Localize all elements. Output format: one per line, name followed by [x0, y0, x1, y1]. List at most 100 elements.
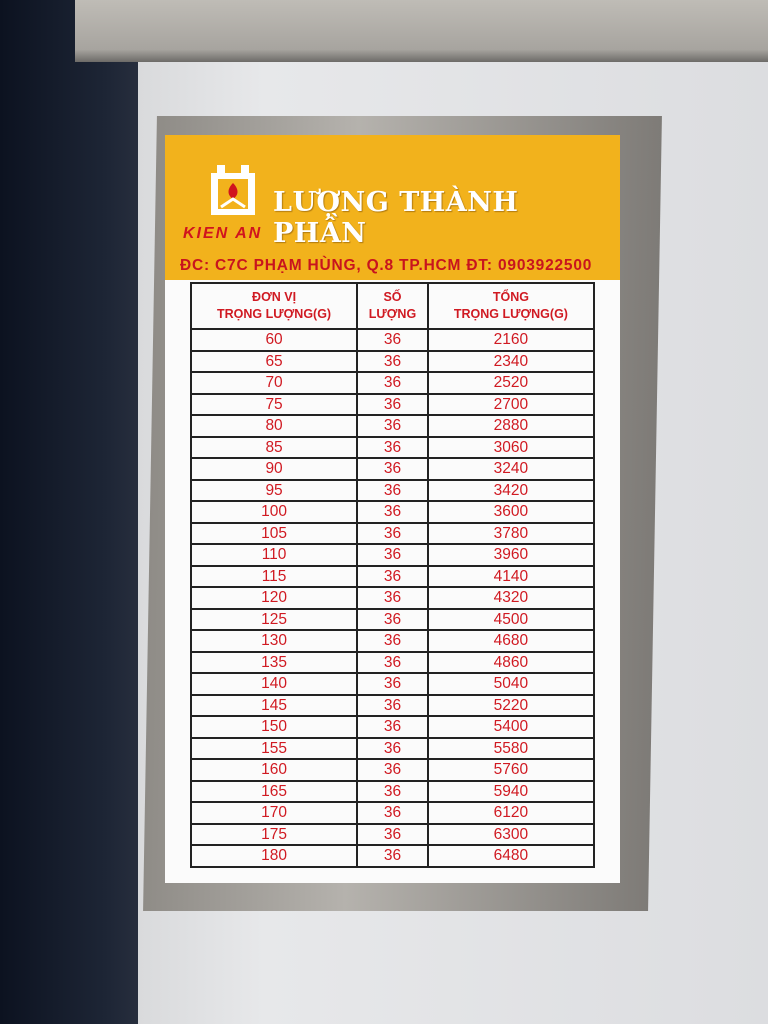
quantity-cell: 36 — [356, 586, 429, 610]
table-row: 70 36 2520 — [189, 371, 596, 395]
table-row: 115 36 4140 — [189, 564, 596, 588]
header-quantity: SỐ LƯỢNG — [356, 282, 429, 330]
table-row: 150 36 5400 — [189, 715, 596, 739]
table-row: 155 36 5580 — [189, 736, 596, 760]
label: LƯỢNG THÀNH PHẦN KIEN AN ĐC: C7C PHẠM HÙ… — [165, 135, 620, 883]
total-weight-cell: 2880 — [426, 414, 596, 438]
total-weight-cell: 2340 — [426, 349, 596, 373]
label-title: LƯỢNG THÀNH PHẦN — [273, 187, 519, 249]
table-row: 85 36 3060 — [189, 435, 596, 459]
metal-top-panel — [75, 0, 768, 62]
unit-weight-cell: 60 — [189, 328, 359, 352]
unit-weight-cell: 155 — [189, 736, 359, 760]
unit-weight-cell: 150 — [189, 715, 359, 739]
header-line: TRỌNG LƯỢNG(G) — [217, 307, 332, 321]
unit-weight-cell: 170 — [189, 801, 359, 825]
dark-background — [0, 0, 150, 1024]
table-row: 165 36 5940 — [189, 779, 596, 803]
unit-weight-cell: 105 — [189, 521, 359, 545]
quantity-cell: 36 — [356, 543, 429, 567]
quantity-cell: 36 — [356, 500, 429, 524]
header-total-weight: TỔNG TRỌNG LƯỢNG(G) — [426, 282, 596, 330]
label-header: LƯỢNG THÀNH PHẦN KIEN AN ĐC: C7C PHẠM HÙ… — [165, 135, 620, 280]
total-weight-cell: 4680 — [426, 629, 596, 653]
total-weight-cell: 6480 — [426, 844, 596, 868]
total-weight-cell: 2520 — [426, 371, 596, 395]
total-weight-cell: 2160 — [426, 328, 596, 352]
table-row: 105 36 3780 — [189, 521, 596, 545]
table-row: 90 36 3240 — [189, 457, 596, 481]
unit-weight-cell: 80 — [189, 414, 359, 438]
unit-weight-cell: 75 — [189, 392, 359, 416]
total-weight-cell: 5400 — [426, 715, 596, 739]
table-row: 60 36 2160 — [189, 328, 596, 352]
total-weight-cell: 5220 — [426, 693, 596, 717]
header-line: LƯỢNG — [368, 307, 417, 321]
total-weight-cell: 3240 — [426, 457, 596, 481]
table-row: 130 36 4680 — [189, 629, 596, 653]
unit-weight-cell: 100 — [189, 500, 359, 524]
table-row: 95 36 3420 — [189, 478, 596, 502]
unit-weight-cell: 165 — [189, 779, 359, 803]
quantity-cell: 36 — [356, 328, 429, 352]
table-row: 170 36 6120 — [189, 801, 596, 825]
unit-weight-cell: 140 — [189, 672, 359, 696]
unit-weight-cell: 120 — [189, 586, 359, 610]
total-weight-cell: 5040 — [426, 672, 596, 696]
table-row: 160 36 5760 — [189, 758, 596, 782]
quantity-cell: 36 — [356, 672, 429, 696]
total-weight-cell: 6300 — [426, 822, 596, 846]
header-line: SỐ — [383, 290, 402, 304]
unit-weight-cell: 90 — [189, 457, 359, 481]
unit-weight-cell: 65 — [189, 349, 359, 373]
total-weight-cell: 3420 — [426, 478, 596, 502]
table-row: 65 36 2340 — [189, 349, 596, 373]
unit-weight-cell: 135 — [189, 650, 359, 674]
header-line: TỔNG — [492, 290, 529, 304]
quantity-cell: 36 — [356, 564, 429, 588]
quantity-cell: 36 — [356, 521, 429, 545]
total-weight-cell: 5760 — [426, 758, 596, 782]
brand-name: KIEN AN — [183, 225, 263, 242]
unit-weight-cell: 125 — [189, 607, 359, 631]
unit-weight-cell: 70 — [189, 371, 359, 395]
total-weight-cell: 5580 — [426, 736, 596, 760]
unit-weight-cell: 95 — [189, 478, 359, 502]
quantity-cell: 36 — [356, 779, 429, 803]
total-weight-cell: 4860 — [426, 650, 596, 674]
quantity-cell: 36 — [356, 457, 429, 481]
unit-weight-cell: 160 — [189, 758, 359, 782]
unit-weight-cell: 115 — [189, 564, 359, 588]
quantity-cell: 36 — [356, 371, 429, 395]
quantity-cell: 36 — [356, 650, 429, 674]
unit-weight-cell: 175 — [189, 822, 359, 846]
table-row: 135 36 4860 — [189, 650, 596, 674]
quantity-cell: 36 — [356, 844, 429, 868]
quantity-cell: 36 — [356, 715, 429, 739]
quantity-cell: 36 — [356, 392, 429, 416]
table-row: 110 36 3960 — [189, 543, 596, 567]
quantity-cell: 36 — [356, 349, 429, 373]
unit-weight-cell: 145 — [189, 693, 359, 717]
quantity-cell: 36 — [356, 693, 429, 717]
header-line: TRỌNG LƯỢNG(G) — [453, 307, 568, 321]
unit-weight-cell: 130 — [189, 629, 359, 653]
table-row: 120 36 4320 — [189, 586, 596, 610]
header-unit-weight: ĐƠN VỊ TRỌNG LƯỢNG(G) — [189, 282, 359, 330]
total-weight-cell: 4500 — [426, 607, 596, 631]
table-row: 125 36 4500 — [189, 607, 596, 631]
unit-weight-cell: 110 — [189, 543, 359, 567]
quantity-cell: 36 — [356, 414, 429, 438]
total-weight-cell: 3960 — [426, 543, 596, 567]
quantity-cell: 36 — [356, 435, 429, 459]
total-weight-cell: 3780 — [426, 521, 596, 545]
quantity-cell: 36 — [356, 736, 429, 760]
unit-weight-cell: 85 — [189, 435, 359, 459]
total-weight-cell: 4140 — [426, 564, 596, 588]
unit-weight-cell: 180 — [189, 844, 359, 868]
table-row: 140 36 5040 — [189, 672, 596, 696]
factory-furnace-logo-icon — [211, 165, 255, 215]
quantity-cell: 36 — [356, 478, 429, 502]
table-row: 180 36 6480 — [189, 844, 596, 868]
total-weight-cell: 5940 — [426, 779, 596, 803]
